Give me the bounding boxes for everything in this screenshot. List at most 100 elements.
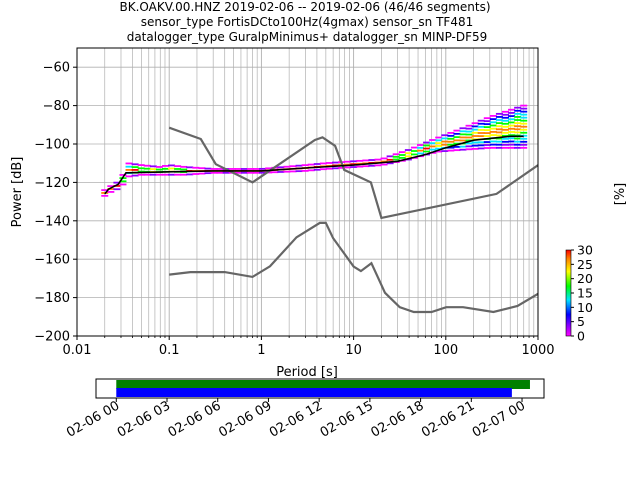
psd-cell <box>441 140 449 143</box>
colorbar-tick-label: 20 <box>577 271 593 286</box>
psd-cell <box>131 163 139 166</box>
psd-cell <box>508 134 516 137</box>
psd-cell <box>119 180 127 183</box>
y-tick-label: −120 <box>34 176 70 191</box>
y-tick-label: −100 <box>34 138 70 153</box>
psd-cell <box>246 171 254 174</box>
psd-cell <box>520 143 528 146</box>
timeline-tick-label: 02-06 03 <box>115 398 173 440</box>
psd-cell <box>186 166 194 169</box>
psd-cell <box>198 172 206 175</box>
psd-cell <box>210 168 218 170</box>
psd-cell <box>119 174 127 176</box>
psd-cell <box>477 125 485 128</box>
psd-cell <box>143 173 151 176</box>
y-tick-label: −160 <box>34 253 70 268</box>
psd-cell <box>489 134 497 136</box>
psd-cell <box>283 165 291 168</box>
psd-cell <box>356 162 364 165</box>
psd-cell <box>174 168 182 170</box>
psd-cell <box>502 128 510 131</box>
psd-cell <box>471 128 479 131</box>
timeline-tick-label: 02-06 12 <box>267 398 325 440</box>
psd-cell <box>350 163 358 166</box>
psd-cell <box>489 124 497 127</box>
psd-cell <box>356 159 364 162</box>
psd-cell <box>483 126 491 129</box>
psd-cell <box>429 142 437 145</box>
psd-cell <box>344 163 352 166</box>
timeline-tick-label: 02-06 18 <box>368 398 426 440</box>
psd-cell <box>435 150 443 153</box>
psd-cell <box>489 143 497 146</box>
psd-cell <box>459 139 467 142</box>
figure-title-line-1: BK.OAKV.00.HNZ 2019-02-06 -- 2019-02-06 … <box>119 0 490 14</box>
psd-cell <box>520 107 528 110</box>
psd-cell <box>350 160 358 163</box>
psd-cell <box>423 150 431 153</box>
psd-cell <box>483 123 491 126</box>
psd-cell <box>465 145 473 148</box>
psd-cell <box>447 132 455 134</box>
psd-cell <box>319 168 327 171</box>
psd-cell <box>520 146 528 149</box>
psd-cell <box>495 128 503 131</box>
timeline-tick-label: 02-06 21 <box>419 398 477 440</box>
timeline-tick-label: 02-06 15 <box>318 398 376 440</box>
psd-cell <box>362 165 370 168</box>
psd-cell <box>447 143 455 146</box>
psd-cell <box>471 147 479 150</box>
psd-cell <box>180 165 188 168</box>
psd-cell <box>344 166 352 169</box>
psd-cell <box>514 131 522 134</box>
psd-cell <box>489 146 497 149</box>
psd-cell <box>113 185 121 187</box>
psd-cell <box>502 137 510 140</box>
psd-cell <box>441 137 449 140</box>
psd-cell <box>453 149 461 152</box>
psd-cell <box>471 135 479 137</box>
x-tick-label: 1 <box>257 343 265 358</box>
psd-cell <box>520 137 528 140</box>
psd-cell <box>234 168 242 170</box>
psd-cell <box>514 143 522 146</box>
psd-cell <box>514 128 522 131</box>
psd-cell <box>374 164 382 167</box>
psd-cell <box>149 165 157 168</box>
psd-cell <box>453 136 461 139</box>
psd-cell <box>520 119 528 122</box>
psd-cell <box>477 129 485 131</box>
psd-cell <box>514 106 522 109</box>
psd-cell <box>222 171 230 174</box>
psd-cell <box>514 137 522 140</box>
psd-cell <box>495 122 503 125</box>
psd-cell <box>174 165 182 168</box>
psd-cell <box>228 168 236 170</box>
psd-cell <box>240 171 248 174</box>
psd-cell <box>131 166 139 168</box>
psd-cell <box>520 131 528 134</box>
psd-cell <box>477 135 485 137</box>
psd-cell <box>234 171 242 174</box>
psd-cell <box>520 125 528 128</box>
psd-cell <box>101 189 109 191</box>
y-axis-label: Power [dB] <box>10 157 25 228</box>
psd-cell <box>471 122 479 125</box>
psd-cell <box>283 170 291 173</box>
timeline-tick-label: 02-06 00 <box>64 398 122 440</box>
psd-cell <box>477 141 485 144</box>
psd-cell <box>441 150 449 152</box>
psd-cell <box>520 140 528 143</box>
psd-cell <box>386 158 394 161</box>
psd-cell <box>502 131 510 134</box>
psd-cell <box>331 161 339 164</box>
y-tick-label: −180 <box>34 291 70 306</box>
psd-cell <box>180 168 188 171</box>
colorbar-tick-label: 15 <box>577 286 593 301</box>
low-noise-model-line <box>169 221 538 314</box>
psd-cell <box>374 158 382 161</box>
psd-cell <box>386 155 394 158</box>
psd-cell <box>483 147 491 149</box>
psd-cell <box>502 110 510 113</box>
